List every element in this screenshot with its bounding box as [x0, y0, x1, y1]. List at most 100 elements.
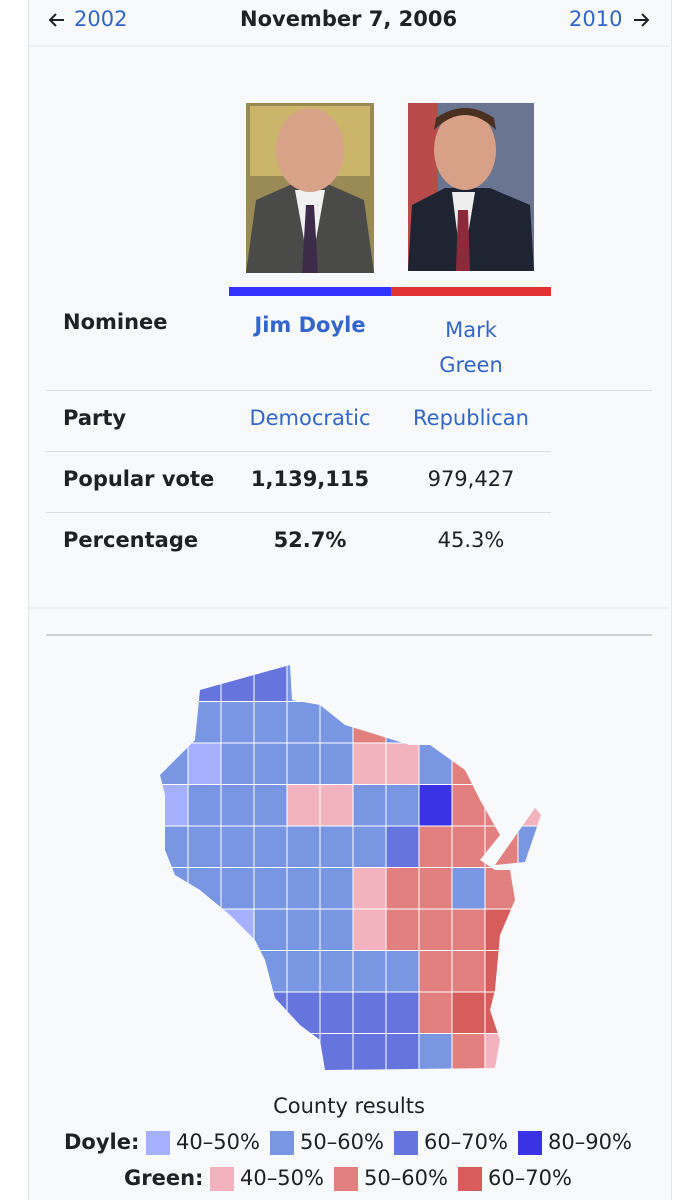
county [352, 1033, 387, 1070]
legend-swatch [146, 1131, 170, 1155]
county [220, 742, 255, 785]
county [253, 784, 288, 827]
legend-text: 80–90% [548, 1130, 632, 1154]
green-cell[interactable]: Mark Green [439, 318, 503, 377]
county [187, 950, 222, 993]
county [253, 742, 288, 785]
county [160, 825, 189, 868]
county [187, 867, 222, 910]
doyle-cell: 52.7% [273, 528, 347, 552]
county [220, 908, 255, 951]
county [484, 1033, 519, 1070]
row-header: Party [63, 406, 127, 430]
county [352, 825, 387, 868]
county [286, 701, 321, 744]
legend-swatch [458, 1167, 482, 1191]
county [517, 742, 541, 785]
county [220, 991, 255, 1034]
county [253, 867, 288, 910]
county [451, 991, 486, 1034]
county [484, 825, 519, 868]
county [160, 665, 189, 702]
county [352, 950, 387, 993]
county [418, 991, 453, 1034]
legend-text: 40–50% [240, 1166, 324, 1190]
county [160, 742, 189, 785]
county [451, 825, 486, 868]
legend-swatch [210, 1167, 234, 1191]
county [418, 701, 453, 744]
county [160, 991, 189, 1034]
county [319, 867, 354, 910]
arrow-left [48, 13, 64, 27]
county [451, 867, 486, 910]
county [451, 665, 486, 702]
county [418, 742, 453, 785]
county [286, 991, 321, 1034]
county [220, 867, 255, 910]
county [286, 742, 321, 785]
county [253, 1033, 288, 1070]
photo-green [408, 103, 534, 271]
county [385, 1033, 420, 1070]
doyle-cell[interactable]: Jim Doyle [254, 313, 366, 337]
county [286, 825, 321, 868]
county [319, 701, 354, 744]
county [187, 784, 222, 827]
county [160, 908, 189, 951]
county [484, 784, 519, 827]
doyle-cell: 1,139,115 [250, 467, 370, 491]
county [187, 665, 222, 702]
county [352, 784, 387, 827]
county [517, 701, 541, 744]
county [319, 1033, 354, 1070]
arrow-right [634, 13, 650, 27]
county [385, 908, 420, 951]
row-separator [46, 390, 652, 391]
county [352, 742, 387, 785]
dem-bar [229, 287, 391, 296]
legend-label: Doyle: [64, 1130, 140, 1154]
county [253, 950, 288, 993]
county [451, 701, 486, 744]
county [253, 825, 288, 868]
county [517, 991, 541, 1034]
legend-text: 50–60% [364, 1166, 448, 1190]
county [220, 784, 255, 827]
county [385, 825, 420, 868]
county [286, 1033, 321, 1070]
county [253, 908, 288, 951]
county [517, 867, 541, 910]
county [220, 1033, 255, 1070]
county [286, 665, 321, 702]
county [385, 742, 420, 785]
legend-text: 60–70% [488, 1166, 572, 1190]
county [286, 950, 321, 993]
county [451, 742, 486, 785]
county [385, 991, 420, 1034]
county [352, 867, 387, 910]
county [187, 701, 222, 744]
county [517, 1033, 541, 1070]
county [220, 665, 255, 702]
green-cell[interactable]: Republican [413, 406, 529, 430]
county [187, 991, 222, 1034]
county [187, 908, 222, 951]
county [418, 1033, 453, 1070]
county [418, 784, 453, 827]
county [160, 701, 189, 744]
county [319, 742, 354, 785]
doyle-cell[interactable]: Democratic [249, 406, 371, 430]
county [253, 991, 288, 1034]
county [286, 908, 321, 951]
county [319, 991, 354, 1034]
next-link[interactable]: 2010 [569, 7, 623, 31]
county [352, 991, 387, 1034]
county [319, 950, 354, 993]
prev-link[interactable]: 2002 [74, 7, 128, 31]
county [286, 784, 321, 827]
county [319, 825, 354, 868]
county [517, 784, 541, 827]
county [187, 742, 222, 785]
